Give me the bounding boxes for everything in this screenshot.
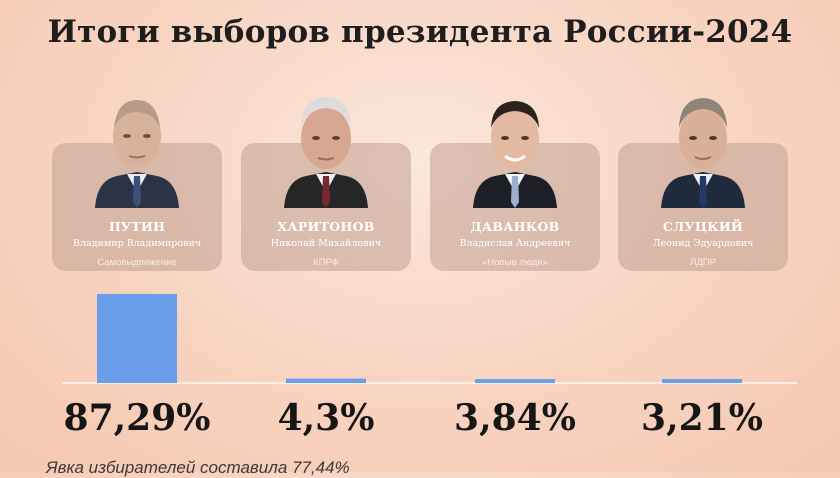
bar-слуцкий — [662, 379, 742, 383]
page-title: Итоги выборов президента России-2024 — [47, 14, 793, 50]
candidate-party: «Новые люди» — [482, 257, 548, 268]
candidate-party: Самовыдвижение — [97, 257, 177, 268]
turnout-footnote: Явка избирателей составила 77,44% — [46, 458, 350, 477]
value-label: 4,3% — [278, 397, 375, 439]
candidate-surname: ПУТИН — [108, 219, 166, 234]
portrait-slutsky-image — [661, 98, 745, 208]
value-label: 87,29% — [64, 397, 211, 439]
candidate-surname: ДАВАНКОВ — [470, 219, 560, 234]
candidate-patronymic: Владимир Владимирович — [72, 238, 202, 249]
bar-путин — [97, 293, 177, 383]
candidate-patronymic: Владислав Андреевич — [459, 238, 571, 249]
bar-даванков — [475, 379, 555, 383]
value-label: 3,84% — [454, 397, 576, 439]
value-label: 3,21% — [641, 397, 763, 439]
candidate-surname: СЛУЦКИЙ — [662, 219, 744, 234]
bar-харитонов — [286, 378, 366, 383]
candidate-patronymic: Леонид Эдуардович — [652, 238, 754, 249]
candidate-party: ЛДПР — [690, 257, 716, 268]
portrait-davankov-image — [473, 101, 557, 208]
candidate-party: КПРФ — [313, 257, 339, 268]
portrait-putin-image — [95, 100, 179, 208]
candidate-patronymic: Николай Михайлович — [270, 238, 382, 249]
candidate-surname: ХАРИТОНОВ — [277, 219, 375, 234]
portrait-kharitonov-image — [284, 97, 368, 208]
